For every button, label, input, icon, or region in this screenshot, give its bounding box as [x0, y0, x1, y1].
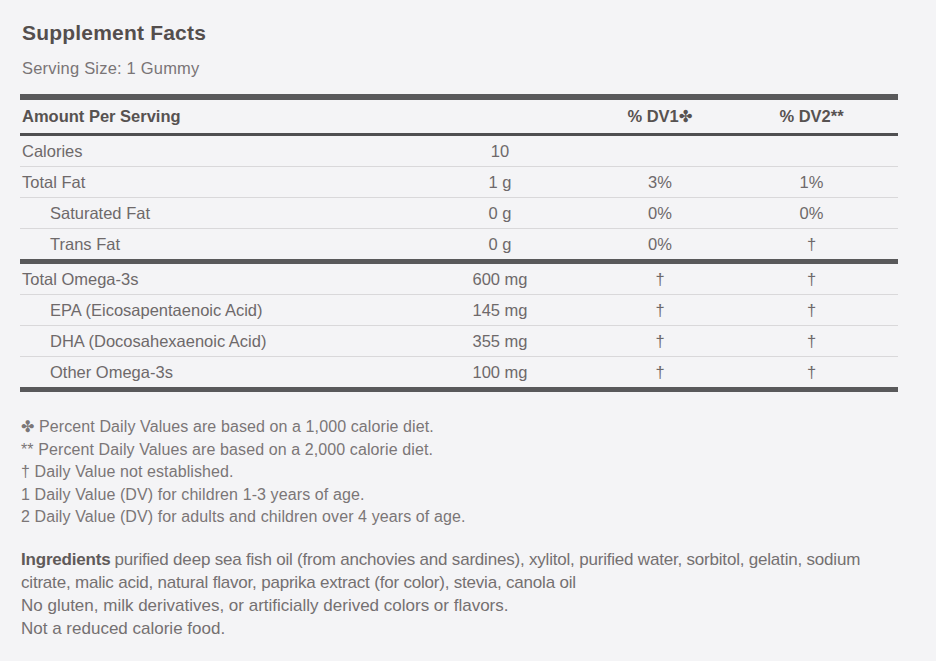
nutrient-amount: 0 g: [405, 204, 595, 223]
ingredients-list: purified deep sea fish oil (from anchovi…: [21, 550, 860, 592]
calorie-note: Not a reduced calorie food.: [21, 617, 893, 640]
table-row: Calories 10: [20, 136, 898, 167]
serving-size-text: Serving Size: 1 Gummy: [22, 59, 200, 78]
nutrient-amount: 1 g: [405, 173, 595, 192]
footnote-dv-not-established: † Daily Value not established.: [21, 461, 901, 484]
ingredients-label: Ingredients: [21, 550, 110, 569]
footnote-dv2-definition: 2 Daily Value (DV) for adults and childr…: [21, 506, 901, 529]
nutrient-name: Saturated Fat: [20, 204, 405, 223]
nutrient-amount: 145 mg: [405, 301, 595, 320]
nutrient-name: Total Fat: [20, 173, 405, 192]
nutrient-dv2: †: [725, 301, 898, 320]
nutrient-amount: 355 mg: [405, 332, 595, 351]
nutrient-name: EPA (Eicosapentaenoic Acid): [20, 301, 405, 320]
page-title: Supplement Facts: [22, 21, 206, 45]
column-header-dv1: % DV1✤: [595, 107, 725, 126]
supplement-facts-label: Supplement Facts Serving Size: 1 Gummy A…: [0, 0, 936, 661]
nutrient-dv2: †: [725, 270, 898, 289]
nutrient-dv1: 0%: [595, 235, 725, 254]
table-header-row: Amount Per Serving % DV1✤ % DV2**: [20, 94, 898, 136]
ingredients-paragraph: Ingredientspurified deep sea fish oil (f…: [21, 548, 893, 594]
nutrient-dv1: †: [595, 363, 725, 382]
supplement-facts-table: Amount Per Serving % DV1✤ % DV2** Calori…: [20, 94, 898, 392]
ingredients-block: Ingredientspurified deep sea fish oil (f…: [21, 548, 893, 640]
nutrient-dv1: †: [595, 270, 725, 289]
nutrient-amount: 100 mg: [405, 363, 595, 382]
nutrient-name: Total Omega-3s: [20, 270, 405, 289]
column-header-dv2: % DV2**: [725, 107, 898, 126]
nutrient-name: Other Omega-3s: [20, 363, 405, 382]
footnote-dv1-definition: 1 Daily Value (DV) for children 1-3 year…: [21, 484, 901, 507]
nutrient-dv2: †: [725, 363, 898, 382]
table-row: EPA (Eicosapentaenoic Acid) 145 mg † †: [20, 295, 898, 326]
nutrient-name: DHA (Docosahexaenoic Acid): [20, 332, 405, 351]
table-row: Total Omega-3s 600 mg † †: [20, 264, 898, 295]
nutrient-dv1: 3%: [595, 173, 725, 192]
table-row: Trans Fat 0 g 0% †: [20, 229, 898, 264]
nutrient-amount: 0 g: [405, 235, 595, 254]
table-row: DHA (Docosahexaenoic Acid) 355 mg † †: [20, 326, 898, 357]
nutrient-amount: 600 mg: [405, 270, 595, 289]
table-row: Other Omega-3s 100 mg † †: [20, 357, 898, 392]
footnotes-block: ✤ Percent Daily Values are based on a 1,…: [21, 416, 901, 529]
nutrient-name: Trans Fat: [20, 235, 405, 254]
nutrient-dv1: 0%: [595, 204, 725, 223]
nutrient-amount: 10: [405, 142, 595, 161]
table-row: Saturated Fat 0 g 0% 0%: [20, 198, 898, 229]
allergen-note: No gluten, milk derivatives, or artifici…: [21, 594, 893, 617]
column-header-amount-per-serving: Amount Per Serving: [20, 107, 405, 126]
nutrient-dv2: †: [725, 332, 898, 351]
nutrient-dv2: 0%: [725, 204, 898, 223]
footnote-dv2-basis: ** Percent Daily Values are based on a 2…: [21, 439, 901, 462]
nutrient-name: Calories: [20, 142, 405, 161]
footnote-dv1-basis: ✤ Percent Daily Values are based on a 1,…: [21, 416, 901, 439]
nutrient-dv2: 1%: [725, 173, 898, 192]
nutrient-dv2: †: [725, 235, 898, 254]
nutrient-dv1: †: [595, 301, 725, 320]
nutrient-dv1: †: [595, 332, 725, 351]
table-row: Total Fat 1 g 3% 1%: [20, 167, 898, 198]
